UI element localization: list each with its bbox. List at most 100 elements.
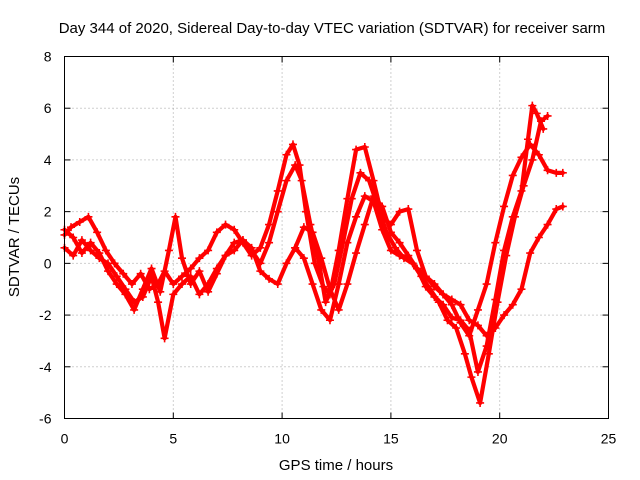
data-point [378,202,387,211]
data-point [238,236,247,245]
data-point [282,259,291,268]
data-point [473,367,482,376]
data-point [456,300,465,309]
data-point [404,205,413,214]
data-point [523,135,532,144]
data-point [67,223,76,232]
data-point [160,334,169,343]
data-point [473,305,482,314]
data-point [297,176,306,185]
y-tick-label: 6 [44,100,52,116]
data-point [230,238,239,247]
x-tick-label: 10 [274,431,290,447]
data-point [101,246,110,255]
data-point [121,290,130,299]
data-point [473,321,482,330]
x-tick-label: 20 [492,431,508,447]
data-point [178,280,187,289]
data-point [413,264,422,273]
x-tick-label: 5 [169,431,177,447]
data-point [404,251,413,260]
data-point [299,223,308,232]
data-point [543,111,552,120]
data-point [156,287,165,296]
data-point [93,228,102,237]
data-point [86,238,95,247]
data-point [321,298,330,307]
series-3 [60,101,548,376]
data-point [171,212,180,221]
data-point [138,285,147,294]
data-point [508,300,517,309]
grid-layer [64,56,609,419]
data-point [195,290,204,299]
data-point [221,251,230,260]
data-point [360,220,369,229]
data-point [308,228,317,237]
data-point [195,267,204,276]
data-point [247,243,256,252]
series-line [62,103,546,375]
data-point [500,311,509,320]
data-point [273,207,282,216]
data-point [119,269,128,278]
data-point [558,168,567,177]
data-point [552,205,561,214]
y-tick-label: -4 [39,359,52,375]
data-point [482,331,491,340]
data-point [291,243,300,252]
data-point [288,140,297,149]
data-point [230,225,239,234]
data-point [256,267,265,276]
data-point [136,269,145,278]
data-point [491,295,500,304]
plot-frame [64,56,609,419]
data-point [169,290,178,299]
series-line [293,194,565,338]
data-point [282,176,291,185]
data-point [356,168,365,177]
data-point [186,264,195,273]
data-point [391,243,400,252]
data-point [528,155,537,164]
x-axis-label: GPS time / hours [279,457,393,474]
data-point [204,246,213,255]
data-point [517,186,526,195]
y-tick-label: 8 [44,49,52,65]
data-point [178,272,187,281]
data-point [291,161,300,170]
data-point [204,287,213,296]
data-point [164,246,173,255]
data-point [467,373,476,382]
data-point [476,398,485,407]
data-point [112,280,121,289]
data-point [77,249,86,258]
data-point [325,285,334,294]
data-point [386,228,395,237]
data-point [447,313,456,322]
data-point [352,249,361,258]
data-point [447,295,456,304]
data-point [169,280,178,289]
data-point [77,236,86,245]
data-point [534,150,543,159]
chart-title: Day 344 of 2020, Sidereal Day-to-day VTE… [59,20,606,37]
x-tick-label: 25 [601,431,617,447]
y-tick-label: 2 [44,204,52,220]
data-point [347,194,356,203]
data-point [517,285,526,294]
data-point [104,267,113,276]
data-point [439,300,448,309]
data-point [460,349,469,358]
data-point [439,290,448,299]
data-point [491,324,500,332]
data-point [558,202,567,211]
data-point [395,238,404,247]
y-axis-label: SDTVAR / TECUs [6,177,23,297]
series-4 [291,192,567,340]
data-point [221,220,230,229]
data-point [543,220,552,229]
data-point [482,342,491,351]
series-line [62,113,550,406]
data-point [75,217,84,226]
